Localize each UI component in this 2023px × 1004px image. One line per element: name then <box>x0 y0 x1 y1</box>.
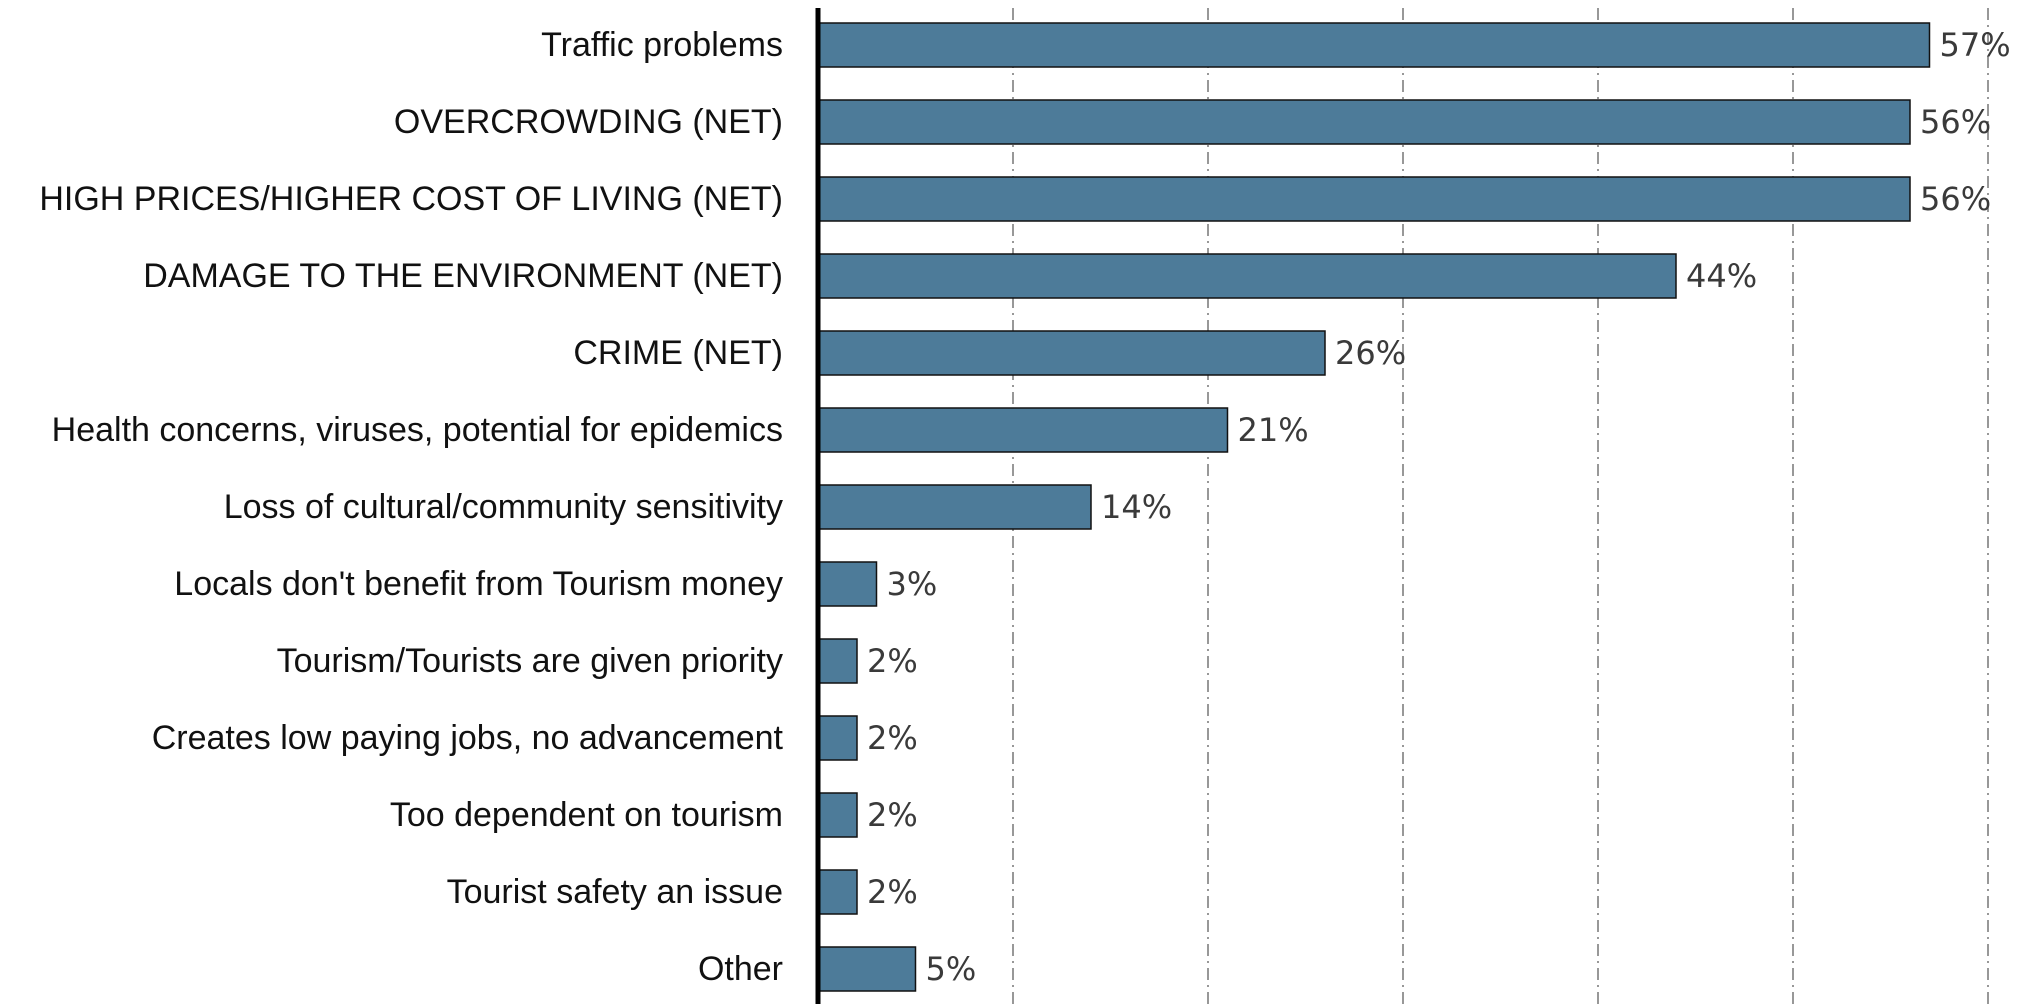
bar-8 <box>817 638 858 684</box>
value-label: 3% <box>887 565 938 603</box>
category-label: Creates low paying jobs, no advancement <box>152 719 784 757</box>
value-label: 57% <box>1940 26 2011 64</box>
category-label: DAMAGE TO THE ENVIRONMENT (NET) <box>143 257 783 295</box>
bar-7 <box>817 561 878 607</box>
value-label: 56% <box>1920 180 1991 218</box>
bar-2 <box>817 176 1911 222</box>
value-label: 21% <box>1238 411 1309 449</box>
category-label: Traffic problems <box>541 26 783 64</box>
category-label: Locals don't benefit from Tourism money <box>174 565 783 603</box>
bar-11 <box>817 869 858 915</box>
bar-3 <box>817 253 1677 299</box>
bars <box>817 22 1931 992</box>
category-label: OVERCROWDING (NET) <box>394 103 783 141</box>
bar-10 <box>817 792 858 838</box>
value-label: 44% <box>1686 257 1757 295</box>
category-label: Other <box>698 950 783 988</box>
value-label: 14% <box>1101 488 1172 526</box>
value-label: 2% <box>867 642 918 680</box>
bar-1 <box>817 99 1911 145</box>
value-label: 2% <box>867 719 918 757</box>
category-label: Tourist safety an issue <box>447 873 783 911</box>
value-labels: 57% 56% 56% 44% 26% 21% 14% 3% 2% 2% 2% 2% 5% <box>867 26 2011 988</box>
category-label: Too dependent on tourism <box>390 796 783 834</box>
category-label: Tourism/Tourists are given priority <box>277 642 783 680</box>
value-label: 2% <box>867 873 918 911</box>
bar-12 <box>817 946 917 992</box>
value-label: 5% <box>926 950 977 988</box>
value-label: 26% <box>1335 334 1406 372</box>
bar-9 <box>817 715 858 761</box>
value-label: 56% <box>1920 103 1991 141</box>
bar-6 <box>817 484 1092 530</box>
category-label: Loss of cultural/community sensitivity <box>224 488 783 526</box>
bar-0 <box>817 22 1931 68</box>
category-label: Health concerns, viruses, potential for … <box>52 411 783 449</box>
category-labels: Traffic problems OVERCROWDING (NET) HIGH P… <box>39 26 783 988</box>
value-label: 2% <box>867 796 918 834</box>
bar-4 <box>817 330 1326 376</box>
bar-5 <box>817 407 1229 453</box>
category-label: HIGH PRICES/HIGHER COST OF LIVING (NET) <box>39 180 783 218</box>
category-label: CRIME (NET) <box>573 334 783 372</box>
